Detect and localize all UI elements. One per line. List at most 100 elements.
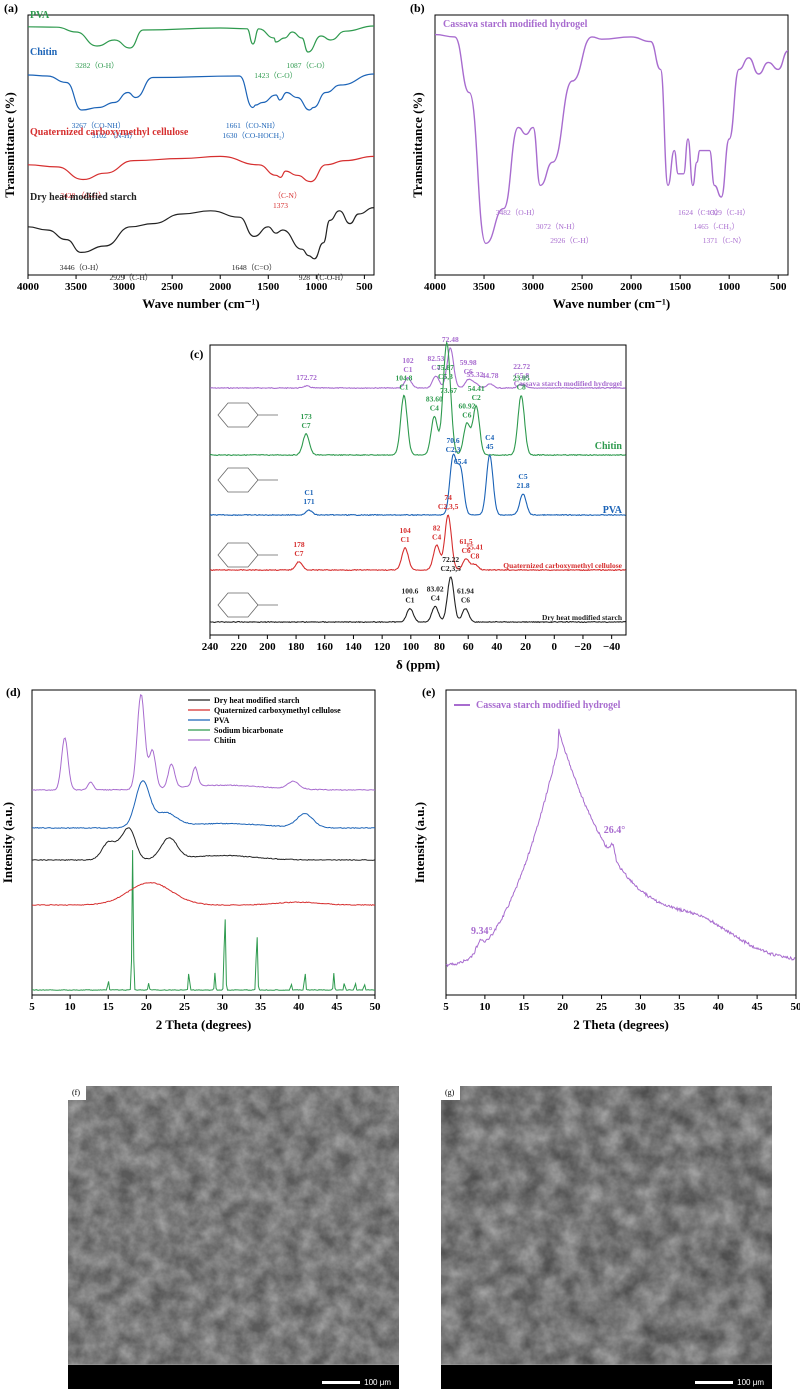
ftir-b-series: [434, 33, 789, 245]
xrd-d-series-qcmc: [31, 881, 376, 906]
scale-line-g: [695, 1381, 734, 1384]
nmr-peak-label: C2,3,5: [438, 502, 459, 511]
ftir-a-series-1: [27, 73, 375, 111]
nmr-peak-label: C6: [461, 596, 470, 605]
panel-label-d: (d): [6, 685, 21, 699]
sem-info-bar-f: [68, 1364, 399, 1389]
panel-c-x-tick-label: −40: [603, 641, 621, 653]
nmr-peak-label: C1: [405, 596, 414, 605]
nmr-peak-label: C5,3: [438, 372, 453, 381]
nmr-peak-label: 23.05: [513, 374, 530, 383]
panel-e-x-tick-label: 25: [596, 1001, 608, 1013]
ftir-a-series-label-3: Dry heat modified starch: [30, 192, 137, 203]
panel-label-f: (f): [68, 1086, 86, 1100]
panel-e-xlabel: 2 Theta (degrees): [573, 1017, 669, 1032]
sem-info-bar-g: [441, 1364, 772, 1389]
panel-c-x-tick-label: 140: [345, 641, 362, 653]
nmr-peak-label: C7: [302, 421, 311, 430]
panel-b-x-tick-label: 1500: [669, 281, 692, 293]
nmr-peak-label: 74: [444, 493, 452, 502]
nmr-series-label-1: Chitin: [595, 441, 623, 452]
nmr-peak-label: C8: [470, 552, 479, 561]
ftir-a-series-label-1: Chitin: [30, 47, 58, 58]
nmr-peak-label: 100.6: [402, 587, 419, 596]
xrd-d-series-sodium-bicarbonate: [32, 850, 376, 991]
panel-e-ylabel: Intensity (a.u.): [412, 802, 427, 883]
legend-label: PVA: [214, 716, 230, 725]
panel-a-ylabel: Transmittance (%): [2, 92, 17, 198]
nmr-peak-label: 65.4: [454, 457, 467, 466]
panel-c-frame: [209, 344, 627, 636]
nmr-peak-label: 45: [486, 442, 494, 451]
panel-c-x-tick-label: 100: [403, 641, 420, 653]
nmr-peak-label: 104.8: [396, 374, 413, 383]
scale-bar-g: 100 μm: [695, 1378, 764, 1387]
nmr-peak-label: 72.48: [442, 335, 459, 344]
panel-a-x-tick-label: 3500: [65, 281, 88, 293]
nmr-peak-label: C6: [464, 367, 473, 376]
panel-b-x-tick-label: 4000: [424, 281, 447, 293]
ftir-a-series-2: [27, 155, 375, 183]
nmr-series-1: [209, 340, 626, 457]
panel-c-x-tick-label: 160: [317, 641, 334, 653]
panel-b-x-tick-label: 3500: [473, 281, 496, 293]
panel-b-x-tick-label: 2000: [620, 281, 643, 293]
panel-d-frame: [31, 689, 376, 996]
nmr-peak-label: 75.87: [437, 363, 454, 372]
panel-d-x-tick-label: 40: [293, 1001, 305, 1013]
panel-a-frame: [27, 14, 375, 276]
nmr-peak-label: 82.53: [427, 354, 444, 363]
nmr-series-4: [209, 576, 626, 624]
panel-e-x-tick-label: 50: [791, 1001, 800, 1013]
ftir-a-series-label-0: PVA: [30, 10, 50, 21]
xrd-d-series-chitin: [32, 693, 376, 791]
nmr-peak-label: 61.5: [459, 537, 472, 546]
ftir-a-annotation: 3267（CO-NH）: [72, 121, 126, 130]
nmr-peak-label: C1: [401, 535, 410, 544]
ftir-a-annotation: 1630（CO-HOCH₂）: [222, 131, 289, 140]
ftir-a-series-3: [27, 207, 375, 260]
panel-a-x-tick-label: 2000: [209, 281, 232, 293]
nmr-peak-label: C4: [430, 404, 439, 413]
nmr-peak-label: 22.72: [513, 362, 530, 371]
panel-c-x-tick-label: 180: [288, 641, 305, 653]
ftir-a-annotation: 1661（CO-NH）: [226, 121, 280, 130]
panel-d-x-tick-label: 35: [255, 1001, 267, 1013]
panel-b-x-tick-label: 3000: [522, 281, 545, 293]
legend-label: Quaternized carboxymethyl cellulose: [214, 706, 341, 715]
structure-glyph-0: [217, 402, 278, 428]
scale-line-f: [322, 1381, 361, 1384]
panel-c-x-tick-label: 240: [202, 641, 219, 653]
panel-d-x-tick-label: 25: [179, 1001, 191, 1013]
panel-c-x-tick-label: 80: [434, 641, 446, 653]
xrd-e-annotation: 9.34°: [471, 926, 493, 937]
ftir-a-annotation: 1087（C-O）: [287, 61, 330, 70]
legend-label: Sodium bicarbonate: [214, 726, 284, 735]
panel-e-x-tick-label: 5: [443, 1001, 449, 1013]
nmr-peak-label: 55.41: [466, 543, 483, 552]
panel-e-x-tick-label: 10: [479, 1001, 491, 1013]
nmr-peak-label: C2: [472, 393, 481, 402]
ftir-a-annotation: 928 （C-O-H）: [299, 273, 348, 282]
panel-b-frame: [434, 14, 789, 276]
nmr-peak-label: 44.78: [482, 371, 499, 380]
sem-texture-g: [441, 1086, 772, 1365]
ftir-b-annotation: 3072（N-H）: [536, 222, 579, 231]
nmr-peak-label: 73.67: [440, 386, 457, 395]
nmr-peak-label: 21.8: [516, 481, 529, 490]
scale-label-g: 100 μm: [737, 1378, 764, 1387]
nmr-series-label-0: Cassava starch modified hydrogel: [514, 379, 622, 388]
xrd-d-series-starch: [31, 827, 376, 861]
panel-c-x-tick-label: 60: [463, 641, 475, 653]
ftir-a-annotation: 3282（O-H）: [75, 61, 118, 70]
ftir-a-annotation: 1423（C-O）: [254, 71, 297, 80]
nmr-series-0: [210, 346, 626, 390]
panel-e-x-tick-label: 20: [557, 1001, 569, 1013]
nmr-peak-label: 83.02: [427, 584, 444, 593]
ftir-a-annotation: 1373: [273, 201, 288, 210]
panel-d-ylabel: Intensity (a.u.): [0, 802, 15, 883]
panel-a-x-tick-label: 2500: [161, 281, 184, 293]
panel-b-x-tick-label: 500: [770, 281, 787, 293]
nmr-peak-label: 102: [402, 356, 414, 365]
nmr-peak-label: 54.41: [468, 384, 485, 393]
